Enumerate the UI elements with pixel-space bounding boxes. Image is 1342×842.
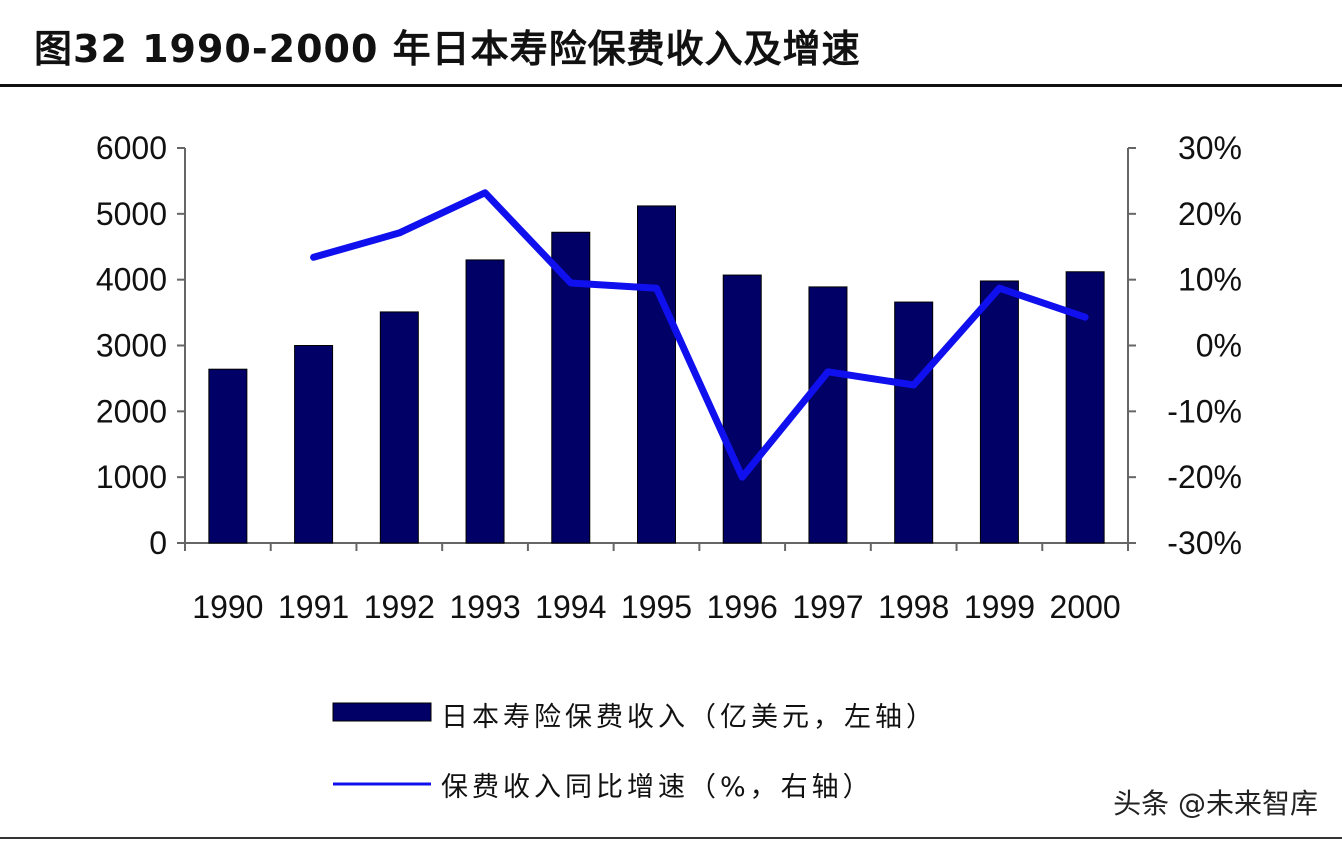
left-tick-label: 0 [149,525,167,561]
x-tick-label: 1991 [278,589,349,625]
x-tick-label: 2000 [1050,589,1121,625]
x-tick-label: 1992 [364,589,435,625]
legend-bar-label: 日本寿险保费收入（亿美元，左轴） [441,702,937,733]
x-tick-label: 1994 [535,589,606,625]
bar-1993 [465,259,505,544]
legend-line-label: 保费收入同比增速（%，右轴） [441,772,874,803]
chart-title: 图32 1990-2000 年日本寿险保费收入及增速 [34,27,861,71]
bar-1992 [379,311,419,544]
right-tick-label: 20% [1178,196,1242,232]
title-divider [0,84,1342,87]
x-tick-label: 1993 [449,589,520,625]
left-tick-label: 6000 [96,130,167,166]
bar-1990 [208,368,248,544]
legend-bar-swatch [332,702,432,722]
bar-1998 [894,301,934,544]
left-tick-label: 2000 [96,393,167,429]
bottom-divider [0,837,1342,839]
bar-1991 [294,345,334,544]
bar-1995 [637,205,676,544]
x-tick-label: 1999 [964,589,1035,625]
bar-1997 [808,286,848,544]
x-tick-label: 1990 [192,589,263,625]
bar-1996 [722,274,762,544]
x-tick-label: 1998 [878,589,949,625]
watermark: 头条 @未来智库 [1113,787,1318,820]
right-tick-label: 30% [1178,130,1242,166]
right-tick-label: -10% [1167,393,1242,429]
left-tick-label: 5000 [96,196,167,232]
right-tick-label: -20% [1167,459,1242,495]
x-tick-label: 1996 [707,589,778,625]
growth-line [310,189,1089,481]
x-tick-label: 1995 [621,589,692,625]
x-tick-label: 1997 [792,589,863,625]
bar-1999 [979,280,1019,544]
right-tick-label: -30% [1167,525,1242,561]
right-tick-label: 10% [1178,262,1242,298]
right-tick-label: 0% [1196,328,1242,364]
left-tick-label: 4000 [96,262,167,298]
left-tick-label: 1000 [96,459,167,495]
left-tick-label: 3000 [96,328,167,364]
